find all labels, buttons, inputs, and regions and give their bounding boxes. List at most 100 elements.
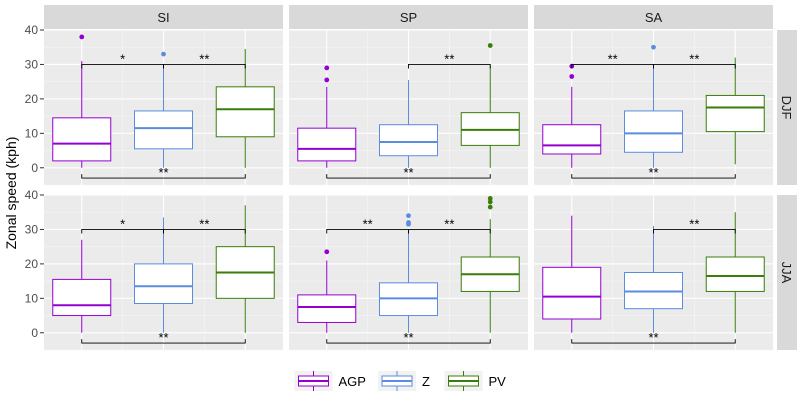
significance-label: ** bbox=[689, 51, 699, 66]
bracket-line bbox=[653, 63, 736, 69]
facet-strip-JJA bbox=[777, 195, 797, 350]
box-body bbox=[379, 124, 438, 157]
bracket-line bbox=[163, 63, 246, 69]
significance-bracket: ** bbox=[571, 330, 736, 345]
box-body bbox=[705, 256, 765, 292]
bracket-line bbox=[163, 228, 246, 234]
y-tick-label: 20 bbox=[25, 92, 39, 106]
panel-JJA-SI: * **** bbox=[44, 194, 283, 351]
significance-label: ** bbox=[199, 51, 209, 66]
significance-bracket: ** bbox=[408, 51, 491, 69]
significance-label: ** bbox=[403, 165, 413, 180]
bracket-line bbox=[571, 174, 736, 179]
box-body bbox=[215, 86, 275, 138]
outlier-point bbox=[406, 213, 411, 219]
box-PV bbox=[460, 196, 520, 333]
facet-label-SP: SP bbox=[400, 10, 417, 25]
significance-label: ** bbox=[444, 51, 454, 66]
legend-item-Z: Z bbox=[378, 371, 430, 391]
legend-label-AGP: AGP bbox=[339, 374, 366, 389]
box-Z bbox=[624, 226, 683, 333]
box-body bbox=[297, 294, 357, 323]
significance-label: ** bbox=[158, 165, 168, 180]
significance-bracket: ** bbox=[571, 165, 736, 180]
box-Z bbox=[134, 217, 193, 333]
box-Z bbox=[624, 44, 683, 168]
significance-bracket: ** bbox=[81, 165, 246, 180]
significance-bracket: ** bbox=[326, 330, 491, 345]
box-AGP bbox=[52, 239, 112, 333]
box-AGP bbox=[297, 249, 357, 333]
significance-bracket: ** bbox=[408, 216, 491, 234]
facet-strip-SA bbox=[534, 5, 773, 29]
legend-item-PV: PV bbox=[444, 371, 507, 391]
legend-label-Z: Z bbox=[422, 374, 430, 389]
significance-bracket: ** bbox=[653, 51, 736, 69]
box-body bbox=[624, 110, 683, 153]
outlier-point bbox=[161, 51, 166, 57]
significance-label: ** bbox=[689, 216, 699, 231]
y-tick-label: 0 bbox=[31, 326, 38, 340]
significance-label: ** bbox=[199, 216, 209, 231]
significance-label: ** bbox=[648, 165, 658, 180]
facet-label-DJF: DJF bbox=[779, 96, 794, 120]
facet-strip-DJF bbox=[777, 30, 797, 185]
box-body bbox=[134, 110, 193, 150]
significance-bracket: ** bbox=[81, 330, 246, 345]
facet-strip-SP bbox=[289, 5, 528, 29]
box-AGP bbox=[297, 65, 357, 168]
significance-bracket: ** bbox=[163, 216, 246, 234]
significance-bracket: ** bbox=[326, 165, 491, 180]
box-body bbox=[705, 94, 765, 133]
legend-item-AGP: AGP bbox=[294, 371, 366, 391]
facet-label-SA: SA bbox=[645, 10, 663, 25]
box-PV bbox=[705, 212, 765, 333]
y-tick-label: 40 bbox=[25, 188, 39, 202]
y-tick-label: 30 bbox=[25, 57, 39, 71]
legend: AGP Z PV bbox=[294, 371, 507, 391]
significance-label: ** bbox=[444, 216, 454, 231]
significance-label: ** bbox=[648, 330, 658, 345]
significance-label: * bbox=[120, 216, 125, 231]
bracket-line bbox=[326, 339, 491, 344]
outlier-point bbox=[487, 43, 493, 48]
significance-label: * bbox=[120, 51, 125, 66]
outlier-point bbox=[569, 74, 575, 79]
box-PV bbox=[215, 205, 275, 333]
significance-label: ** bbox=[363, 216, 373, 231]
significance-label: ** bbox=[403, 330, 413, 345]
y-tick-label: 0 bbox=[31, 161, 38, 175]
outlier-point bbox=[324, 77, 330, 83]
box-PV bbox=[460, 43, 520, 168]
bracket-line bbox=[408, 63, 491, 69]
box-AGP bbox=[52, 34, 112, 168]
box-AGP bbox=[542, 63, 602, 168]
facet-label-SI: SI bbox=[157, 10, 169, 25]
panel-JJA-SA: ** ** bbox=[534, 194, 773, 351]
outlier-point bbox=[324, 249, 330, 255]
panel-JJA-SP: ** ** ** bbox=[289, 194, 528, 351]
facet-strip-SI bbox=[44, 5, 283, 29]
bracket-line bbox=[81, 174, 246, 179]
outlier-point bbox=[651, 44, 656, 50]
box-Z bbox=[379, 79, 438, 168]
box-body bbox=[52, 117, 112, 162]
y-tick-label: 20 bbox=[25, 257, 39, 271]
outlier-point bbox=[79, 34, 85, 40]
significance-label: ** bbox=[158, 330, 168, 345]
panel-DJF-SI: * **** bbox=[44, 29, 283, 186]
outlier-point bbox=[487, 196, 493, 201]
outlier-point bbox=[406, 220, 411, 225]
panel-DJF-SP: ** ** bbox=[289, 29, 528, 186]
y-axis-title: Zonal speed (kph) bbox=[3, 137, 19, 250]
box-body bbox=[134, 263, 193, 304]
outlier-point bbox=[487, 204, 493, 210]
box-body bbox=[542, 266, 602, 320]
outlier-point bbox=[324, 65, 330, 71]
box-body bbox=[542, 124, 602, 155]
legend-label-PV: PV bbox=[489, 374, 507, 389]
box-AGP bbox=[542, 215, 602, 333]
box-PV bbox=[215, 48, 275, 168]
